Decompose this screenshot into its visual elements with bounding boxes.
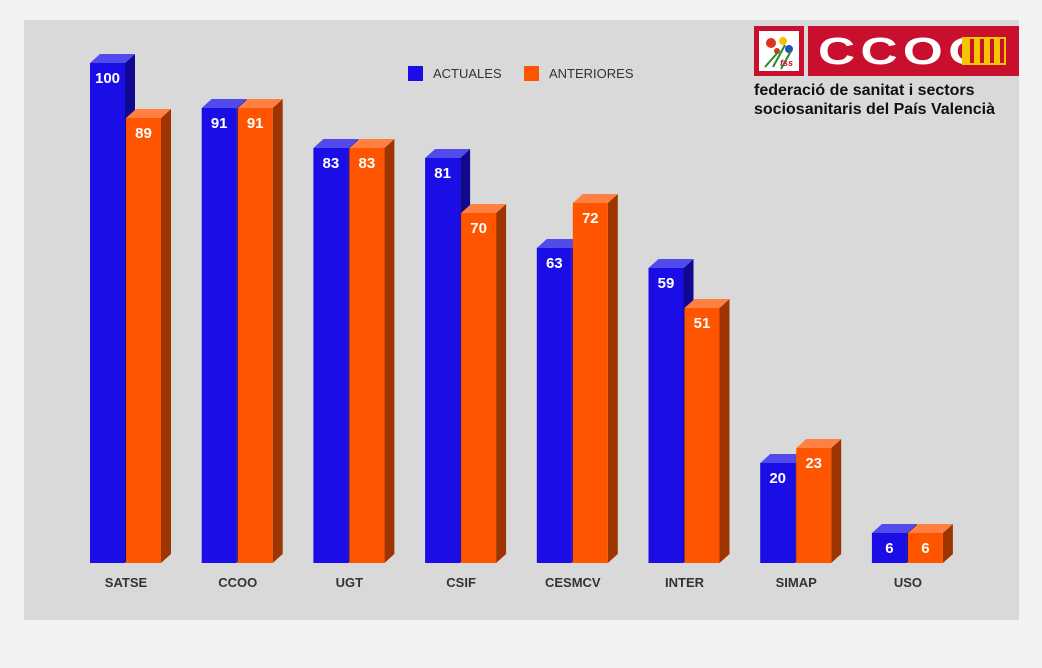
chart-panel: ACTUALES ANTERIORES 100 89 91 91 83 83 81 70 63 72… [24,20,1019,620]
logo-wordmark: CCOO [818,31,994,73]
legend-label-anteriores: ANTERIORES [549,66,634,81]
bar-front-csif-actuales [425,158,461,563]
bar-side-cesmcv-anteriores [607,194,618,563]
category-label-csif: CSIF [446,575,476,590]
bar-front-satse-anteriores [126,118,161,563]
bar-top-inter-anteriores [684,299,730,308]
bar-inter-anteriores: 51 [684,299,730,563]
bar-front-inter-anteriores [684,308,720,563]
category-label-simap: SIMAP [776,575,818,590]
category-labels: SATSE CCOO UGT CSIF CESMCV INTER SIMAP USO [105,575,922,590]
bar-top-cesmcv-actuales [536,239,582,248]
bar-top-ccoo-anteriores [237,99,283,108]
logo-caption-line-1: federació de sanitat i sectors [754,82,975,99]
bar-top-uso-actuales [871,524,917,533]
value-label-cesmcv-actuales: 63 [546,255,563,272]
bar-side-uso-anteriores [942,524,953,563]
bar-top-csif-anteriores [461,204,507,213]
value-label-ccoo-anteriores: 91 [247,115,264,132]
category-label-uso: USO [894,575,922,590]
bar-front-ugt-actuales [313,148,349,563]
value-label-ugt-actuales: 83 [323,155,340,172]
bar-front-ccoo-actuales [201,108,237,563]
value-label-cesmcv-anteriores: 72 [582,210,599,227]
bar-top-satse-anteriores [126,109,171,118]
logo-badge-text: fss [780,58,794,68]
bar-top-uso-anteriores [907,524,953,533]
bar-satse-anteriores: 89 [126,109,171,563]
bars-group: 100 89 91 91 83 83 81 70 63 72 59 51 20 23 6 6 [90,54,953,563]
ccoo-logo: fss CCOO federació de sanitat i sectors … [754,26,1019,120]
value-label-satse-actuales: 100 [95,70,120,87]
bar-side-ccoo-anteriores [272,99,283,563]
flower-badge-icon: fss [754,26,804,76]
legend-swatch-anteriores [524,66,539,81]
logo-caption-line-2: sociosanitaris del País Valencià [754,101,996,118]
bar-uso-anteriores: 6 [907,524,953,563]
bar-side-csif-anteriores [496,204,507,563]
category-label-ugt: UGT [336,575,364,590]
bar-cesmcv-anteriores: 72 [572,194,618,563]
bar-satse-actuales: 100 [90,54,135,563]
bar-front-satse-actuales [90,63,125,563]
bar-front-ccoo-anteriores [237,108,273,563]
bar-ccoo-anteriores: 91 [237,99,283,563]
bar-front-uso-actuales [871,533,907,563]
senyera-flag-icon [962,37,1006,65]
bar-front-simap-anteriores [796,448,832,563]
category-label-cesmcv: CESMCV [545,575,601,590]
flower-icon [764,37,793,70]
bar-top-ugt-anteriores [349,139,395,148]
value-label-satse-anteriores: 89 [135,125,152,142]
bar-chart: ACTUALES ANTERIORES 100 89 91 91 83 83 81 70 63 72… [90,54,953,590]
bar-simap-anteriores: 23 [796,439,842,563]
bar-top-inter-actuales [648,259,694,268]
bar-front-simap-actuales [760,463,796,563]
value-label-uso-actuales: 6 [885,540,893,557]
category-label-ccoo: CCOO [218,575,257,590]
bar-top-csif-actuales [425,149,471,158]
bar-csif-anteriores: 70 [461,204,507,563]
chart-legend: ACTUALES ANTERIORES [408,66,634,81]
bar-front-cesmcv-anteriores [572,203,608,563]
bar-side-satse-anteriores [161,109,171,563]
value-label-inter-anteriores: 51 [694,315,711,332]
value-label-uso-anteriores: 6 [921,540,929,557]
bar-front-inter-actuales [648,268,684,563]
bar-top-ccoo-actuales [201,99,247,108]
bar-front-uso-anteriores [907,533,943,563]
bar-front-cesmcv-actuales [536,248,572,563]
legend-label-actuales: ACTUALES [433,66,502,81]
bar-side-simap-anteriores [831,439,842,563]
bar-ugt-anteriores: 83 [349,139,395,563]
logo-caption: federació de sanitat i sectors sociosani… [754,81,1024,119]
value-label-csif-anteriores: 70 [470,220,487,237]
bar-side-ugt-anteriores [384,139,395,563]
value-label-simap-anteriores: 23 [805,455,822,472]
bar-front-csif-anteriores [461,213,497,563]
value-label-inter-actuales: 59 [658,275,675,292]
value-label-csif-actuales: 81 [434,165,451,182]
value-label-simap-actuales: 20 [769,470,786,487]
bar-top-simap-actuales [760,454,806,463]
bar-top-ugt-actuales [313,139,359,148]
value-label-ccoo-actuales: 91 [211,115,228,132]
bar-top-satse-actuales [90,54,135,63]
bar-side-inter-anteriores [719,299,730,563]
bar-top-cesmcv-anteriores [572,194,618,203]
legend-swatch-actuales [408,66,423,81]
category-label-satse: SATSE [105,575,148,590]
value-label-ugt-anteriores: 83 [359,155,376,172]
category-label-inter: INTER [665,575,705,590]
bar-top-simap-anteriores [796,439,842,448]
bar-front-ugt-anteriores [349,148,385,563]
